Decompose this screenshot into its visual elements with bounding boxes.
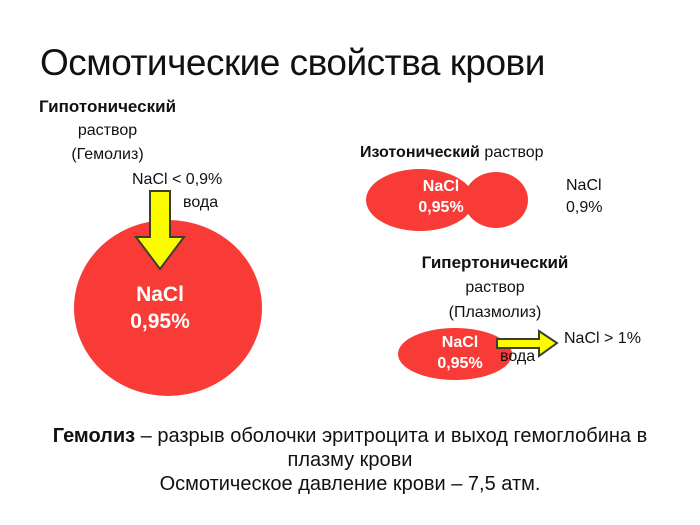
hypertonic-cell-label-line2: 0,95%: [437, 355, 483, 372]
hypotonic-label-line1: Гипотонический: [38, 97, 177, 116]
footer-definition-line2: плазму крови: [287, 449, 413, 471]
hypotonic-concentration-label: NaCl < 0,9%: [132, 171, 223, 188]
page-title: Осмотические свойства крови: [40, 42, 545, 83]
hypertonic-concentration-label: NaCl > 1%: [564, 330, 641, 347]
isotonic-cell-label-line2: 0,95%: [418, 199, 464, 216]
footer-definition-rest: – разрыв оболочки эритроцита и выход гем…: [135, 425, 648, 447]
hypotonic-cell-label-line1: NaCl: [136, 283, 184, 306]
hypertonic-label-line2: раствор: [465, 279, 525, 296]
water-down-arrow-icon: [134, 190, 186, 271]
footer-pressure-line: Осмотическое давление крови – 7,5 атм.: [159, 473, 541, 495]
isotonic-label-bold: Изотонический: [360, 144, 480, 161]
hypertonic-label: Гипертонический раствор (Плазмолиз): [405, 250, 585, 325]
hypertonic-cell-label: NaCl 0,95%: [413, 332, 507, 374]
hypotonic-water-label: вода: [183, 194, 219, 211]
hypotonic-cell-label-line2: 0,95%: [130, 310, 190, 333]
isotonic-cell-label-line1: NaCl: [422, 178, 460, 195]
footer-term: Гемолиз: [52, 425, 136, 447]
hypotonic-cell-label: NaCl 0,95%: [110, 281, 210, 335]
footer-definition-line1: Гемолиз – разрыв оболочки эритроцита и в…: [53, 425, 647, 447]
isotonic-label-rest: раствор: [479, 144, 544, 161]
isotonic-concentration-line1: NaCl: [566, 177, 602, 194]
hypotonic-label-line3: (Гемолиз): [71, 146, 144, 163]
hypertonic-water-label: вода: [500, 348, 536, 365]
isotonic-label: Изотонический раствор: [360, 144, 544, 162]
hypertonic-label-line1: Гипертонический: [421, 253, 569, 272]
isotonic-cell-label: NaCl 0,95%: [394, 176, 488, 218]
isotonic-cell-right-lobe-shape: [464, 172, 528, 228]
footer-text: Гемолиз – разрыв оболочки эритроцита и в…: [20, 424, 680, 496]
water-right-arrow-icon: [496, 329, 559, 358]
hypertonic-cell-label-line1: NaCl: [441, 334, 479, 351]
hypotonic-cell-shape: [74, 220, 262, 396]
isotonic-concentration-label: NaCl 0,9%: [566, 175, 602, 219]
hypotonic-label: Гипотонический раствор (Гемолиз): [25, 95, 190, 167]
hypertonic-cell-shape: [398, 328, 512, 380]
isotonic-cell-left-lobe-shape: [366, 169, 474, 231]
isotonic-concentration-line2: 0,9%: [566, 199, 603, 216]
hypotonic-label-line2: раствор: [77, 122, 138, 139]
hypertonic-label-line3: (Плазмолиз): [448, 304, 542, 321]
